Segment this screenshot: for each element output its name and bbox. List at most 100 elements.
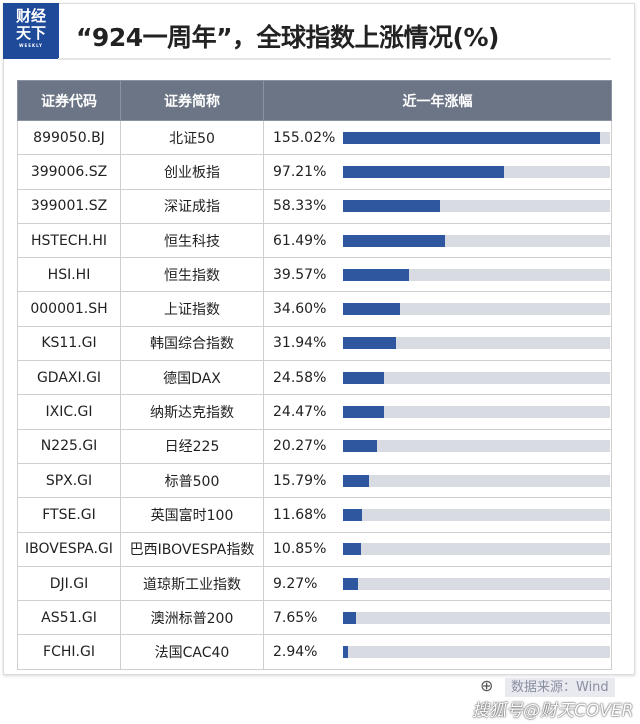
- bar-cell: [343, 291, 612, 327]
- security-code: GDAXI.GI: [17, 360, 121, 396]
- security-name: 道琼斯工业指数: [120, 565, 264, 602]
- col-header-change: 近一年涨幅: [263, 80, 612, 121]
- security-code: N225.GI: [17, 428, 121, 464]
- bar: [343, 200, 440, 213]
- table-row: 399006.SZ 创业板指 97.21%: [17, 154, 612, 190]
- bar: [343, 611, 356, 624]
- change-label: 155.02%: [263, 119, 343, 156]
- security-name: 日经225: [120, 428, 264, 464]
- bar: [343, 406, 384, 419]
- security-code: 399006.SZ: [17, 154, 121, 190]
- divider: [58, 58, 611, 60]
- security-code: DJI.GI: [17, 565, 121, 602]
- logo-line2: 天下: [15, 24, 46, 42]
- bar: [343, 474, 370, 487]
- security-name: 纳斯达克指数: [120, 394, 264, 430]
- change-label: 39.57%: [263, 257, 343, 293]
- watermark: 搜狐号@财天COVER: [472, 701, 634, 721]
- bar-cell: [343, 119, 612, 156]
- bar-track: [343, 543, 610, 556]
- logo-line1: 财经: [15, 7, 46, 25]
- bar: [343, 165, 505, 178]
- security-name: 创业板指: [120, 154, 264, 190]
- bar-cell: [343, 497, 612, 533]
- bar: [343, 131, 601, 144]
- table-row: GDAXI.GI 德国DAX 24.58%: [17, 360, 612, 396]
- bar: [343, 577, 359, 590]
- bar-cell: [343, 394, 612, 430]
- change-label: 20.27%: [263, 428, 343, 464]
- security-name: 韩国综合指数: [120, 325, 264, 362]
- bar-track: [343, 474, 610, 487]
- zoom-icon[interactable]: ⊕: [480, 676, 494, 695]
- bar: [343, 646, 348, 659]
- bar-cell: [343, 325, 612, 362]
- bar-cell: [343, 462, 612, 499]
- table-row: HSTECH.HI 恒生科技 61.49%: [17, 222, 612, 259]
- security-code: HSI.HI: [17, 257, 121, 293]
- bar-track: [343, 234, 610, 247]
- security-name: 上证指数: [120, 291, 264, 327]
- change-label: 11.68%: [263, 497, 343, 533]
- chart-title: “924一周年”，全球指数上涨情况(%): [76, 23, 499, 52]
- bar-track: [343, 440, 610, 453]
- bar-track: [343, 577, 610, 590]
- bar-track: [343, 131, 610, 144]
- table-row: FTSE.GI 英国富时100 11.68%: [17, 497, 612, 533]
- change-label: 10.85%: [263, 531, 343, 567]
- bar-cell: [343, 531, 612, 567]
- security-name: 澳洲标普200: [120, 600, 264, 636]
- bar-track: [343, 303, 610, 316]
- bar-track: [343, 200, 610, 213]
- change-label: 97.21%: [263, 154, 343, 190]
- bar-track: [343, 508, 610, 521]
- bar-cell: [343, 222, 612, 259]
- table-row: 899050.BJ 北证50 155.02%: [17, 119, 612, 156]
- table-row: N225.GI 日经225 20.27%: [17, 428, 612, 464]
- bar: [343, 440, 377, 453]
- col-header-code: 证券代码: [17, 80, 121, 121]
- data-table: 证券代码 证券简称 近一年涨幅 899050.BJ 北证50 155.02% 3…: [17, 80, 612, 670]
- change-label: 9.27%: [263, 565, 343, 602]
- security-name: 深证成指: [120, 188, 264, 224]
- bar: [343, 371, 384, 384]
- change-label: 31.94%: [263, 325, 343, 362]
- bar: [343, 508, 363, 521]
- security-name: 恒生科技: [120, 222, 264, 259]
- security-code: AS51.GI: [17, 600, 121, 636]
- change-label: 24.47%: [263, 394, 343, 430]
- security-code: KS11.GI: [17, 325, 121, 362]
- security-name: 北证50: [120, 119, 264, 156]
- col-header-name: 证券简称: [120, 80, 264, 121]
- bar-track: [343, 646, 610, 659]
- bar: [343, 337, 396, 350]
- security-code: 899050.BJ: [17, 119, 121, 156]
- security-name: 巴西IBOVESPA指数: [120, 531, 264, 567]
- table-row: DJI.GI 道琼斯工业指数 9.27%: [17, 565, 612, 602]
- bar-track: [343, 268, 610, 281]
- bar-cell: [343, 360, 612, 396]
- change-label: 2.94%: [263, 634, 343, 670]
- bar: [343, 268, 409, 281]
- table-row: HSI.HI 恒生指数 39.57%: [17, 257, 612, 293]
- security-code: HSTECH.HI: [17, 222, 121, 259]
- security-code: FTSE.GI: [17, 497, 121, 533]
- change-label: 24.58%: [263, 360, 343, 396]
- security-code: IXIC.GI: [17, 394, 121, 430]
- security-name: 恒生指数: [120, 257, 264, 293]
- bar-track: [343, 611, 610, 624]
- bar-cell: [343, 188, 612, 224]
- bar-track: [343, 406, 610, 419]
- card: [3, 3, 635, 675]
- change-label: 7.65%: [263, 600, 343, 636]
- security-name: 法国CAC40: [120, 634, 264, 670]
- bar: [343, 303, 401, 316]
- change-label: 34.60%: [263, 291, 343, 327]
- bar: [343, 234, 445, 247]
- logo: 财经 天下 WEEKLY: [3, 3, 59, 59]
- table-row: FCHI.GI 法国CAC40 2.94%: [17, 634, 612, 670]
- table-row: SPX.GI 标普500 15.79%: [17, 462, 612, 499]
- bar-cell: [343, 428, 612, 464]
- change-label: 61.49%: [263, 222, 343, 259]
- security-code: IBOVESPA.GI: [17, 531, 121, 567]
